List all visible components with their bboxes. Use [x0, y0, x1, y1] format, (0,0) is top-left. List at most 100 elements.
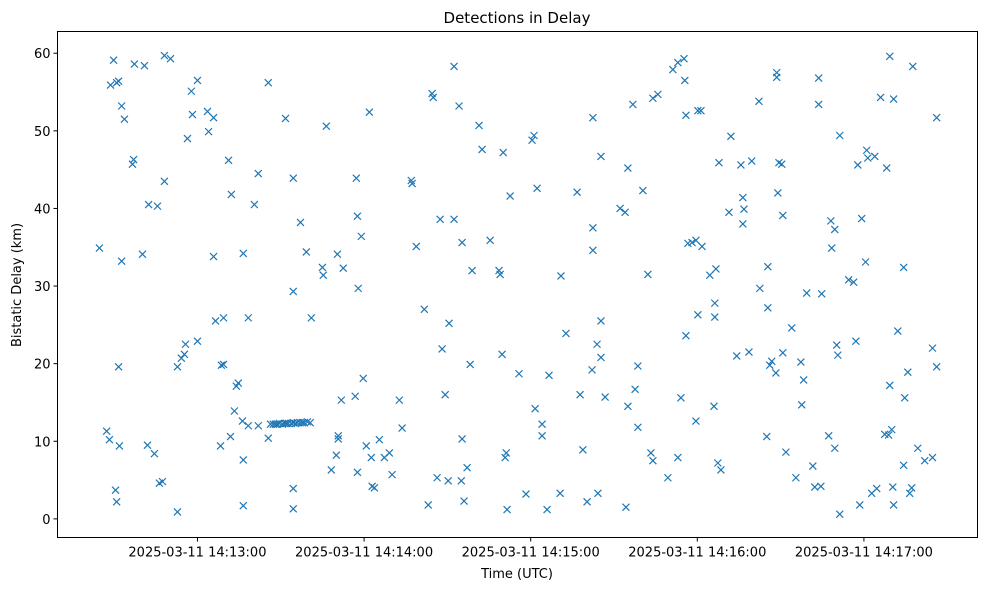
y-tick-label: 60: [34, 47, 51, 62]
data-point: [638, 186, 647, 195]
data-point: [528, 136, 537, 145]
data-point: [188, 110, 197, 119]
data-point: [863, 154, 872, 162]
data-point: [359, 374, 368, 383]
data-point: [388, 470, 397, 479]
data-point: [204, 127, 213, 136]
data-point: [816, 482, 825, 491]
data-point: [466, 360, 475, 369]
data-point: [920, 456, 929, 465]
data-point: [824, 431, 833, 440]
data-point: [601, 393, 610, 401]
data-point: [830, 444, 839, 453]
data-point: [832, 341, 841, 349]
data-point: [209, 252, 218, 261]
data-point: [478, 145, 487, 154]
y-tick-label: 40: [34, 202, 51, 217]
data-point: [105, 435, 114, 444]
data-point: [835, 131, 844, 140]
data-point: [623, 402, 632, 411]
data-point: [588, 365, 596, 374]
y-tick-label: 10: [34, 435, 51, 450]
data-point: [673, 58, 682, 67]
data-point: [808, 462, 817, 471]
data-point: [799, 376, 808, 384]
data-point: [429, 93, 438, 102]
x-tick-label: 2025-03-11 14:17:00: [795, 546, 933, 561]
data-point: [455, 102, 463, 110]
data-point: [234, 379, 243, 387]
data-point: [114, 77, 123, 86]
data-point: [876, 93, 885, 102]
data-point: [144, 200, 153, 209]
plot-frame: [57, 31, 978, 538]
data-point: [745, 348, 753, 356]
data-point: [424, 500, 433, 509]
data-point: [688, 238, 696, 247]
data-point: [458, 435, 467, 443]
data-point: [227, 190, 236, 199]
data-point: [264, 434, 273, 443]
data-point: [643, 270, 652, 279]
data-point: [319, 271, 328, 280]
data-point: [307, 313, 316, 322]
data-point: [796, 358, 805, 367]
data-point: [616, 204, 625, 213]
data-point: [778, 348, 787, 357]
data-point: [889, 500, 898, 509]
data-point: [445, 319, 453, 328]
data-point: [673, 453, 682, 462]
data-point: [693, 106, 702, 115]
data-point: [696, 106, 705, 115]
data-point: [653, 90, 662, 99]
data-point: [762, 432, 771, 441]
data-point: [588, 113, 597, 122]
data-point: [905, 489, 914, 498]
data-point: [334, 431, 343, 440]
data-point: [588, 246, 597, 255]
data-point: [457, 476, 466, 485]
data-point: [545, 371, 553, 380]
data-point: [398, 424, 407, 432]
data-point: [907, 483, 916, 492]
data-point: [216, 441, 225, 450]
y-tick-label: 0: [42, 513, 50, 528]
data-point: [353, 468, 362, 477]
data-point: [367, 453, 376, 462]
data-point: [597, 152, 605, 161]
data-point: [710, 299, 719, 308]
data-point: [861, 258, 870, 266]
data-point: [725, 208, 733, 217]
data-point: [647, 448, 655, 457]
data-point: [726, 132, 735, 141]
data-point: [538, 431, 547, 440]
data-point: [763, 262, 772, 271]
data-point: [238, 417, 247, 426]
data-point: [888, 483, 897, 491]
data-point: [628, 100, 637, 109]
data-point: [444, 476, 453, 485]
data-point: [486, 236, 495, 245]
data-point: [117, 102, 126, 110]
x-tick-label: 2025-03-11 14:16:00: [628, 546, 766, 561]
data-point: [884, 431, 893, 439]
data-point: [681, 331, 690, 340]
data-point: [302, 247, 311, 256]
data-point: [887, 425, 896, 434]
data-point: [597, 353, 605, 362]
data-point: [787, 324, 796, 332]
x-axis-ticks: 2025-03-11 14:13:00 2025-03-11 14:14:00 20…: [128, 537, 933, 561]
data-point: [306, 418, 315, 427]
data-point: [420, 305, 429, 314]
data-point: [468, 266, 477, 275]
data-point: [408, 179, 417, 188]
data-point: [588, 223, 597, 232]
data-point: [691, 236, 700, 245]
data-point: [332, 451, 341, 460]
y-tick-label: 50: [34, 125, 51, 140]
data-point: [680, 54, 688, 63]
y-tick-label: 20: [34, 358, 51, 373]
data-point: [353, 212, 362, 221]
data-point: [738, 220, 747, 228]
data-point: [576, 390, 585, 399]
